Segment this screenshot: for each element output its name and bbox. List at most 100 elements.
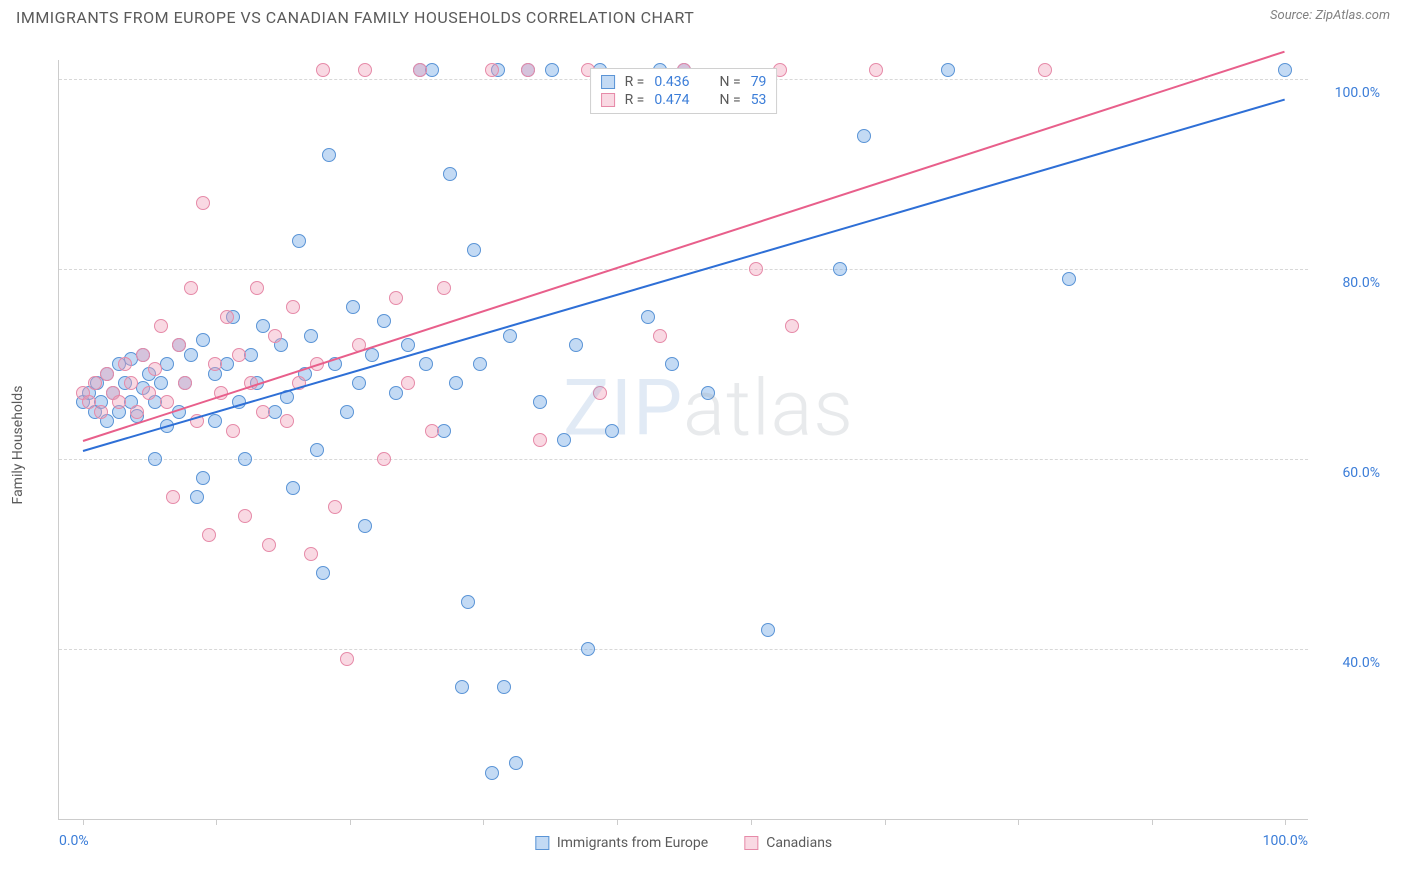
scatter-point-series-1 xyxy=(503,329,517,343)
legend-item-1: Immigrants from Europe xyxy=(535,835,708,851)
scatter-point-series-1 xyxy=(316,566,330,580)
scatter-point-series-2 xyxy=(328,500,342,514)
scatter-point-series-1 xyxy=(701,386,715,400)
scatter-point-series-2 xyxy=(304,547,318,561)
scatter-point-series-1 xyxy=(437,424,451,438)
scatter-point-series-2 xyxy=(653,329,667,343)
scatter-point-series-2 xyxy=(136,348,150,362)
scatter-point-series-2 xyxy=(262,538,276,552)
scatter-point-series-2 xyxy=(148,362,162,376)
x-min-label: 0.0% xyxy=(59,833,89,849)
correlation-legend: R = 0.436 N = 79 R = 0.474 N = 53 xyxy=(590,68,778,114)
plot-area: ZIPatlas R = 0.436 N = 79 R = 0.474 N = … xyxy=(58,60,1308,820)
scatter-point-series-1 xyxy=(184,348,198,362)
scatter-point-series-1 xyxy=(545,63,559,77)
x-tick xyxy=(216,819,217,825)
scatter-point-series-2 xyxy=(112,395,126,409)
scatter-point-series-1 xyxy=(665,357,679,371)
legend-swatch-series-2 xyxy=(744,836,758,850)
watermark: ZIPatlas xyxy=(563,364,854,455)
scatter-point-series-2 xyxy=(88,376,102,390)
x-tick xyxy=(885,819,886,825)
x-tick xyxy=(350,819,351,825)
scatter-point-series-2 xyxy=(166,490,180,504)
scatter-point-series-2 xyxy=(142,386,156,400)
scatter-point-series-2 xyxy=(749,262,763,276)
scatter-point-series-2 xyxy=(160,395,174,409)
scatter-point-series-1 xyxy=(641,310,655,324)
x-tick xyxy=(1018,819,1019,825)
scatter-point-series-1 xyxy=(358,519,372,533)
scatter-point-series-2 xyxy=(377,452,391,466)
legend-swatch-2 xyxy=(601,93,615,107)
scatter-point-series-1 xyxy=(1278,63,1292,77)
scatter-point-series-1 xyxy=(857,129,871,143)
scatter-point-series-2 xyxy=(533,433,547,447)
scatter-point-series-1 xyxy=(190,490,204,504)
scatter-point-series-2 xyxy=(196,196,210,210)
scatter-point-series-1 xyxy=(377,314,391,328)
scatter-point-series-2 xyxy=(1038,63,1052,77)
scatter-point-series-1 xyxy=(389,386,403,400)
y-tick-label: 80.0% xyxy=(1320,275,1380,291)
scatter-point-series-1 xyxy=(220,357,234,371)
scatter-point-series-1 xyxy=(401,338,415,352)
scatter-point-series-1 xyxy=(533,395,547,409)
x-tick xyxy=(751,819,752,825)
scatter-point-series-2 xyxy=(593,386,607,400)
scatter-point-series-1 xyxy=(461,595,475,609)
legend-item-2: Canadians xyxy=(744,835,832,851)
y-tick-label: 60.0% xyxy=(1320,465,1380,481)
x-tick xyxy=(1285,819,1286,825)
scatter-point-series-2 xyxy=(238,509,252,523)
scatter-point-series-1 xyxy=(497,680,511,694)
scatter-point-series-2 xyxy=(208,357,222,371)
scatter-point-series-1 xyxy=(941,63,955,77)
scatter-point-series-2 xyxy=(232,348,246,362)
scatter-point-series-1 xyxy=(761,623,775,637)
scatter-point-series-2 xyxy=(130,405,144,419)
scatter-point-series-2 xyxy=(220,310,234,324)
scatter-point-series-1 xyxy=(286,481,300,495)
scatter-point-series-1 xyxy=(419,357,433,371)
trend-line-series-1 xyxy=(83,98,1285,451)
scatter-point-series-1 xyxy=(292,234,306,248)
scatter-point-series-2 xyxy=(268,329,282,343)
gridline-h xyxy=(59,649,1308,650)
scatter-point-series-2 xyxy=(785,319,799,333)
scatter-point-series-1 xyxy=(310,443,324,457)
x-tick xyxy=(483,819,484,825)
scatter-point-series-1 xyxy=(196,333,210,347)
scatter-point-series-1 xyxy=(244,348,258,362)
scatter-point-series-1 xyxy=(196,471,210,485)
scatter-point-series-2 xyxy=(226,424,240,438)
y-axis-title: Family Households xyxy=(10,386,26,505)
scatter-point-series-2 xyxy=(485,63,499,77)
scatter-point-series-1 xyxy=(605,424,619,438)
chart-title: IMMIGRANTS FROM EUROPE VS CANADIAN FAMIL… xyxy=(16,8,694,27)
x-tick xyxy=(617,819,618,825)
chart-header: IMMIGRANTS FROM EUROPE VS CANADIAN FAMIL… xyxy=(0,0,1406,31)
scatter-point-series-1 xyxy=(1062,272,1076,286)
scatter-point-series-2 xyxy=(82,395,96,409)
series-legend: Immigrants from Europe Canadians xyxy=(535,835,832,851)
scatter-point-series-1 xyxy=(581,642,595,656)
scatter-point-series-1 xyxy=(340,405,354,419)
scatter-point-series-1 xyxy=(509,756,523,770)
scatter-point-series-1 xyxy=(322,148,336,162)
scatter-point-series-1 xyxy=(256,319,270,333)
y-tick-label: 40.0% xyxy=(1320,655,1380,671)
scatter-point-series-2 xyxy=(316,63,330,77)
chart-container: Family Households ZIPatlas R = 0.436 N =… xyxy=(50,50,1390,840)
scatter-point-series-2 xyxy=(340,652,354,666)
scatter-point-series-2 xyxy=(256,405,270,419)
scatter-point-series-2 xyxy=(172,338,186,352)
scatter-point-series-2 xyxy=(521,63,535,77)
scatter-point-series-1 xyxy=(833,262,847,276)
scatter-point-series-2 xyxy=(202,528,216,542)
scatter-point-series-1 xyxy=(467,243,481,257)
scatter-point-series-2 xyxy=(118,357,132,371)
scatter-point-series-2 xyxy=(869,63,883,77)
scatter-point-series-2 xyxy=(401,376,415,390)
scatter-point-series-1 xyxy=(154,376,168,390)
